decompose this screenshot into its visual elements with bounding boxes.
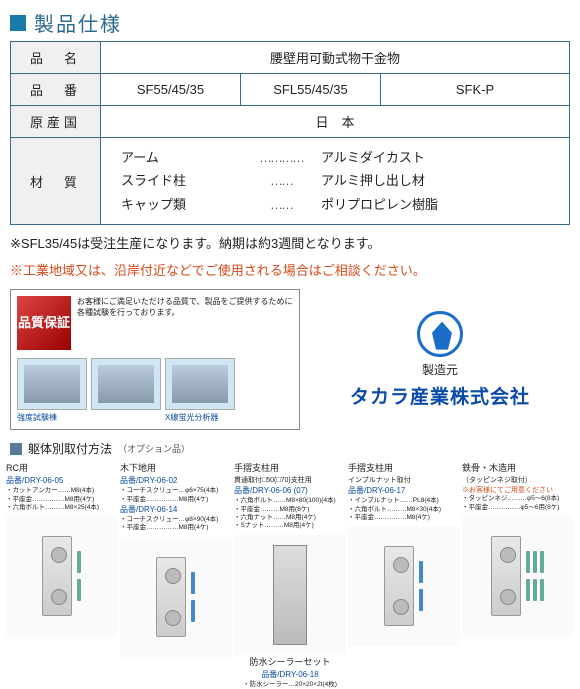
spec-value-origin: 日 本 — [101, 106, 570, 138]
note-2: ※工業地域又は、沿岸付近などでご使用される場合はご相談ください。 — [10, 260, 570, 279]
spec-code-3: SFK-P — [381, 74, 570, 106]
table-row: 品 番 SF55/45/35 SFL55/45/35 SFK-P — [11, 74, 570, 106]
spec-table: 品 名 腰壁用可動式物干金物 品 番 SF55/45/35 SFL55/45/3… — [10, 41, 570, 225]
manufacturer-logo-icon — [417, 311, 463, 357]
install-col-4: 手摺支柱用 インプルナット取付 品番/DRY-06-17 ・インプルナット……P… — [348, 461, 460, 689]
qa-badge: 品質保証 — [17, 296, 71, 350]
install-header: 躯体別取付方法 （オプション品） — [10, 440, 570, 457]
install-col-3: 手摺支柱用 貫通取付□50(□70)支柱用 品番/DRY-06-06 (07) … — [234, 461, 346, 689]
spec-label-material: 材 質 — [11, 138, 101, 225]
qa-caption-1: 強度試験棟 — [17, 412, 87, 423]
spec-value-name: 腰壁用可動式物干金物 — [101, 42, 570, 74]
table-row: 材 質 アーム…………アルミダイカスト スライド柱……アルミ押し出し材 キャップ… — [11, 138, 570, 225]
spec-label-code: 品 番 — [11, 74, 101, 106]
spec-label-name: 品 名 — [11, 42, 101, 74]
qa-image-1 — [17, 358, 87, 410]
diagram-1 — [6, 516, 118, 636]
qa-caption-2: X線蛍光分析器 — [165, 412, 235, 423]
qa-row: 品質保証 お客様にご満足いただける品質で、製品をご提供するために各種試験を行って… — [10, 289, 570, 430]
spec-label-origin: 原産国 — [11, 106, 101, 138]
install-col-2: 木下地用 品番/DRY-06-02 ・コーチスクリュー…φ6×75(4本) ・平… — [120, 461, 232, 689]
qa-text: お客様にご満足いただける品質で、製品をご提供するために各種試験を行っております。 — [77, 296, 293, 318]
spec-code-2: SFL55/45/35 — [241, 74, 381, 106]
spec-code-1: SF55/45/35 — [101, 74, 241, 106]
qa-image-2 — [91, 358, 161, 410]
install-subtitle: （オプション品） — [118, 442, 190, 455]
table-row: 品 名 腰壁用可動式物干金物 — [11, 42, 570, 74]
diagram-4 — [348, 526, 460, 646]
qa-box: 品質保証 お客様にご満足いただける品質で、製品をご提供するために各種試験を行って… — [10, 289, 300, 430]
section-header: 製品仕様 — [0, 0, 580, 41]
manufacturer-block: 製造元 タカラ産業株式会社 — [310, 311, 570, 409]
install-col-1: RC用 品番/DRY-06-05 ・カットアンカー……M8(4本) ・平座金……… — [6, 461, 118, 689]
manufacturer-name: タカラ産業株式会社 — [310, 382, 570, 409]
table-row: 原産国 日 本 — [11, 106, 570, 138]
spec-value-material: アーム…………アルミダイカスト スライド柱……アルミ押し出し材 キャップ類……ポ… — [101, 138, 570, 225]
diagram-2 — [120, 537, 232, 657]
install-columns: RC用 品番/DRY-06-05 ・カットアンカー……M8(4本) ・平座金……… — [6, 461, 574, 689]
manufacturer-label: 製造元 — [310, 361, 570, 378]
install-title: 躯体別取付方法 — [28, 440, 112, 457]
install-square-icon — [10, 443, 22, 455]
qa-image-3 — [165, 358, 235, 410]
install-col-5: 鉄骨・木造用 （タッピンネジ取付） ※お客様にてご用意ください ・タッピンネジ…… — [462, 461, 574, 689]
header-title: 製品仕様 — [34, 8, 122, 37]
header-square-icon — [10, 15, 26, 31]
diagram-5 — [462, 516, 574, 636]
diagram-3 — [234, 535, 346, 655]
note-1: ※SFL35/45は受注生産になります。納期は約3週間となります。 — [10, 233, 570, 252]
